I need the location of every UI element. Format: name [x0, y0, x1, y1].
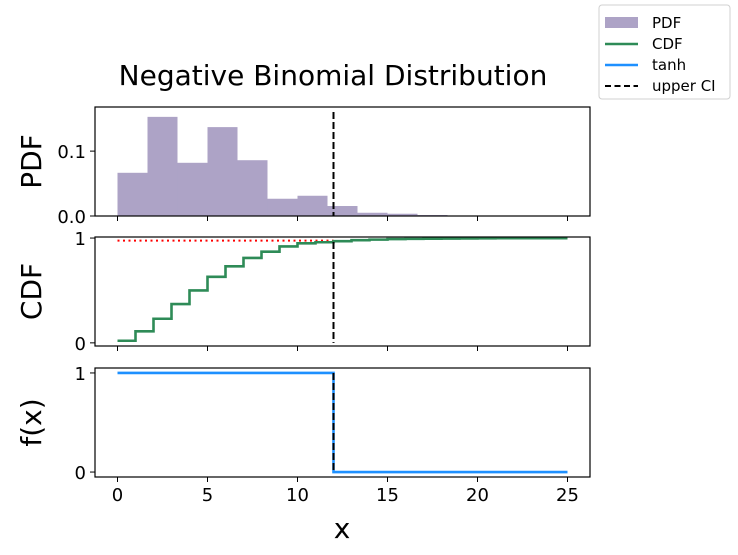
y-axis-label-fx: f(x): [15, 398, 48, 446]
y-axis-label-cdf: CDF: [15, 263, 48, 320]
x-axis-label: x: [334, 512, 351, 545]
cdf-line: [117, 237, 568, 343]
pdf-bar: [117, 172, 148, 216]
legend-label: CDF: [652, 35, 683, 53]
y-tick-label: 0.1: [57, 142, 86, 163]
pdf-bar: [147, 116, 178, 216]
plot-area: [117, 371, 568, 474]
pdf-bar: [267, 198, 298, 216]
axes-frame: [94, 106, 591, 217]
pdf-bar: [357, 212, 388, 216]
x-tick-label: 15: [376, 485, 399, 506]
x-tick-label: 10: [286, 485, 309, 506]
pdf-bar: [327, 206, 358, 216]
x-tick-label: 25: [556, 485, 579, 506]
x-tick-label: 20: [466, 485, 489, 506]
axes-frame: [94, 367, 591, 478]
panel-cdf: 0 1 CDF: [15, 229, 591, 355]
plot-area: [117, 112, 448, 216]
x-tick-label: 0: [112, 485, 123, 506]
panel-pdf: 0.0 0.1 PDF: [15, 106, 591, 228]
pdf-bar: [207, 127, 238, 216]
plot-area: [117, 237, 568, 343]
legend-label: PDF: [652, 14, 681, 32]
tanh-line: [117, 371, 568, 474]
chart-title: Negative Binomial Distribution: [119, 59, 548, 92]
legend-label: upper CI: [652, 77, 716, 95]
pdf-bar: [387, 213, 418, 216]
legend-label: tanh: [652, 56, 686, 74]
y-tick-label: 1: [75, 229, 86, 250]
y-tick-label: 0.0: [57, 207, 86, 228]
y-axis-label-pdf: PDF: [15, 134, 48, 189]
pdf-bar: [177, 162, 208, 216]
pdf-bar: [297, 195, 328, 216]
y-tick-label: 1: [75, 364, 86, 385]
y-tick-label: 0: [75, 463, 86, 484]
panel-fx: 0 5 10 15 20 25 0 1 f(x): [15, 364, 591, 506]
y-tick-label: 0: [75, 334, 86, 355]
legend-box: [598, 4, 731, 100]
axes-frame: [94, 236, 591, 347]
x-tick-label: 5: [202, 485, 213, 506]
pdf-bar: [237, 160, 268, 216]
legend-patch-0: [605, 17, 638, 28]
legend: PDF CDF tanh upper CI: [598, 4, 731, 100]
